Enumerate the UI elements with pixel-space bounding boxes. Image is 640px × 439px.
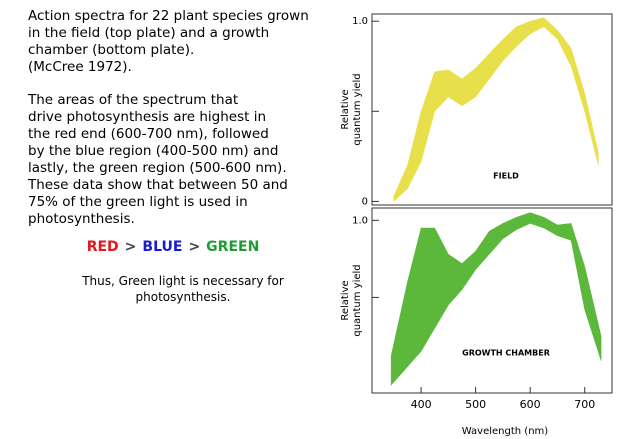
panel-label: FIELD — [493, 172, 519, 181]
text-line: by the blue region (400-500 nm) and — [28, 143, 279, 159]
x-tick-label: 500 — [465, 398, 486, 411]
text-line: the red end (600-700 nm), followed — [28, 126, 269, 142]
y-axis-label: quantum yield — [352, 73, 363, 145]
x-tick-label: 700 — [574, 398, 595, 411]
plot-frame — [371, 13, 613, 206]
x-tick-label: 400 — [411, 398, 432, 411]
y-axis-label: quantum yield — [352, 264, 363, 336]
plot-frame — [371, 207, 613, 394]
text-line: drive photosynthesis are highest in — [28, 109, 267, 125]
text-line: in the field (top plate) and a growth — [28, 25, 270, 41]
text-line: The areas of the spectrum that — [28, 92, 239, 108]
ranking-word: > — [124, 239, 137, 255]
text-line: 75% of the green light is used in — [28, 194, 248, 210]
ranking: RED > BLUE > GREEN — [28, 239, 318, 255]
y-tick-label: 1.0 — [352, 16, 368, 27]
text-line: Thus, Green light is necessary for — [82, 274, 284, 288]
x-axis-label: Wavelength (nm) — [462, 426, 548, 437]
x-tick-label: 600 — [520, 398, 541, 411]
ranking-word: GREEN — [206, 239, 260, 255]
text-line: (McCree 1972). — [28, 59, 132, 75]
ranking-word: > — [188, 239, 201, 255]
ranking-word: RED — [86, 239, 119, 255]
y-tick-label: 1.0 — [352, 215, 368, 226]
band — [393, 17, 599, 202]
text-line: photosynthesis. — [135, 290, 231, 304]
y-axis-label: Relative — [340, 89, 351, 129]
text-line: chamber (bottom plate). — [28, 42, 195, 58]
text-line: These data show that between 50 and — [28, 177, 288, 193]
y-axis-label: Relative — [340, 280, 351, 320]
text-line: Action spectra for 22 plant species grow… — [28, 8, 309, 24]
conclusion: Thus, Green light is necessary for photos… — [48, 273, 318, 305]
text-line: photosynthesis. — [28, 211, 135, 227]
y-tick-label: 0 — [362, 196, 368, 207]
text-line: lastly, the green region (500-600 nm). — [28, 160, 287, 176]
band — [390, 212, 602, 386]
panel-label: GROWTH CHAMBER — [462, 349, 550, 358]
ranking-word: BLUE — [142, 239, 183, 255]
